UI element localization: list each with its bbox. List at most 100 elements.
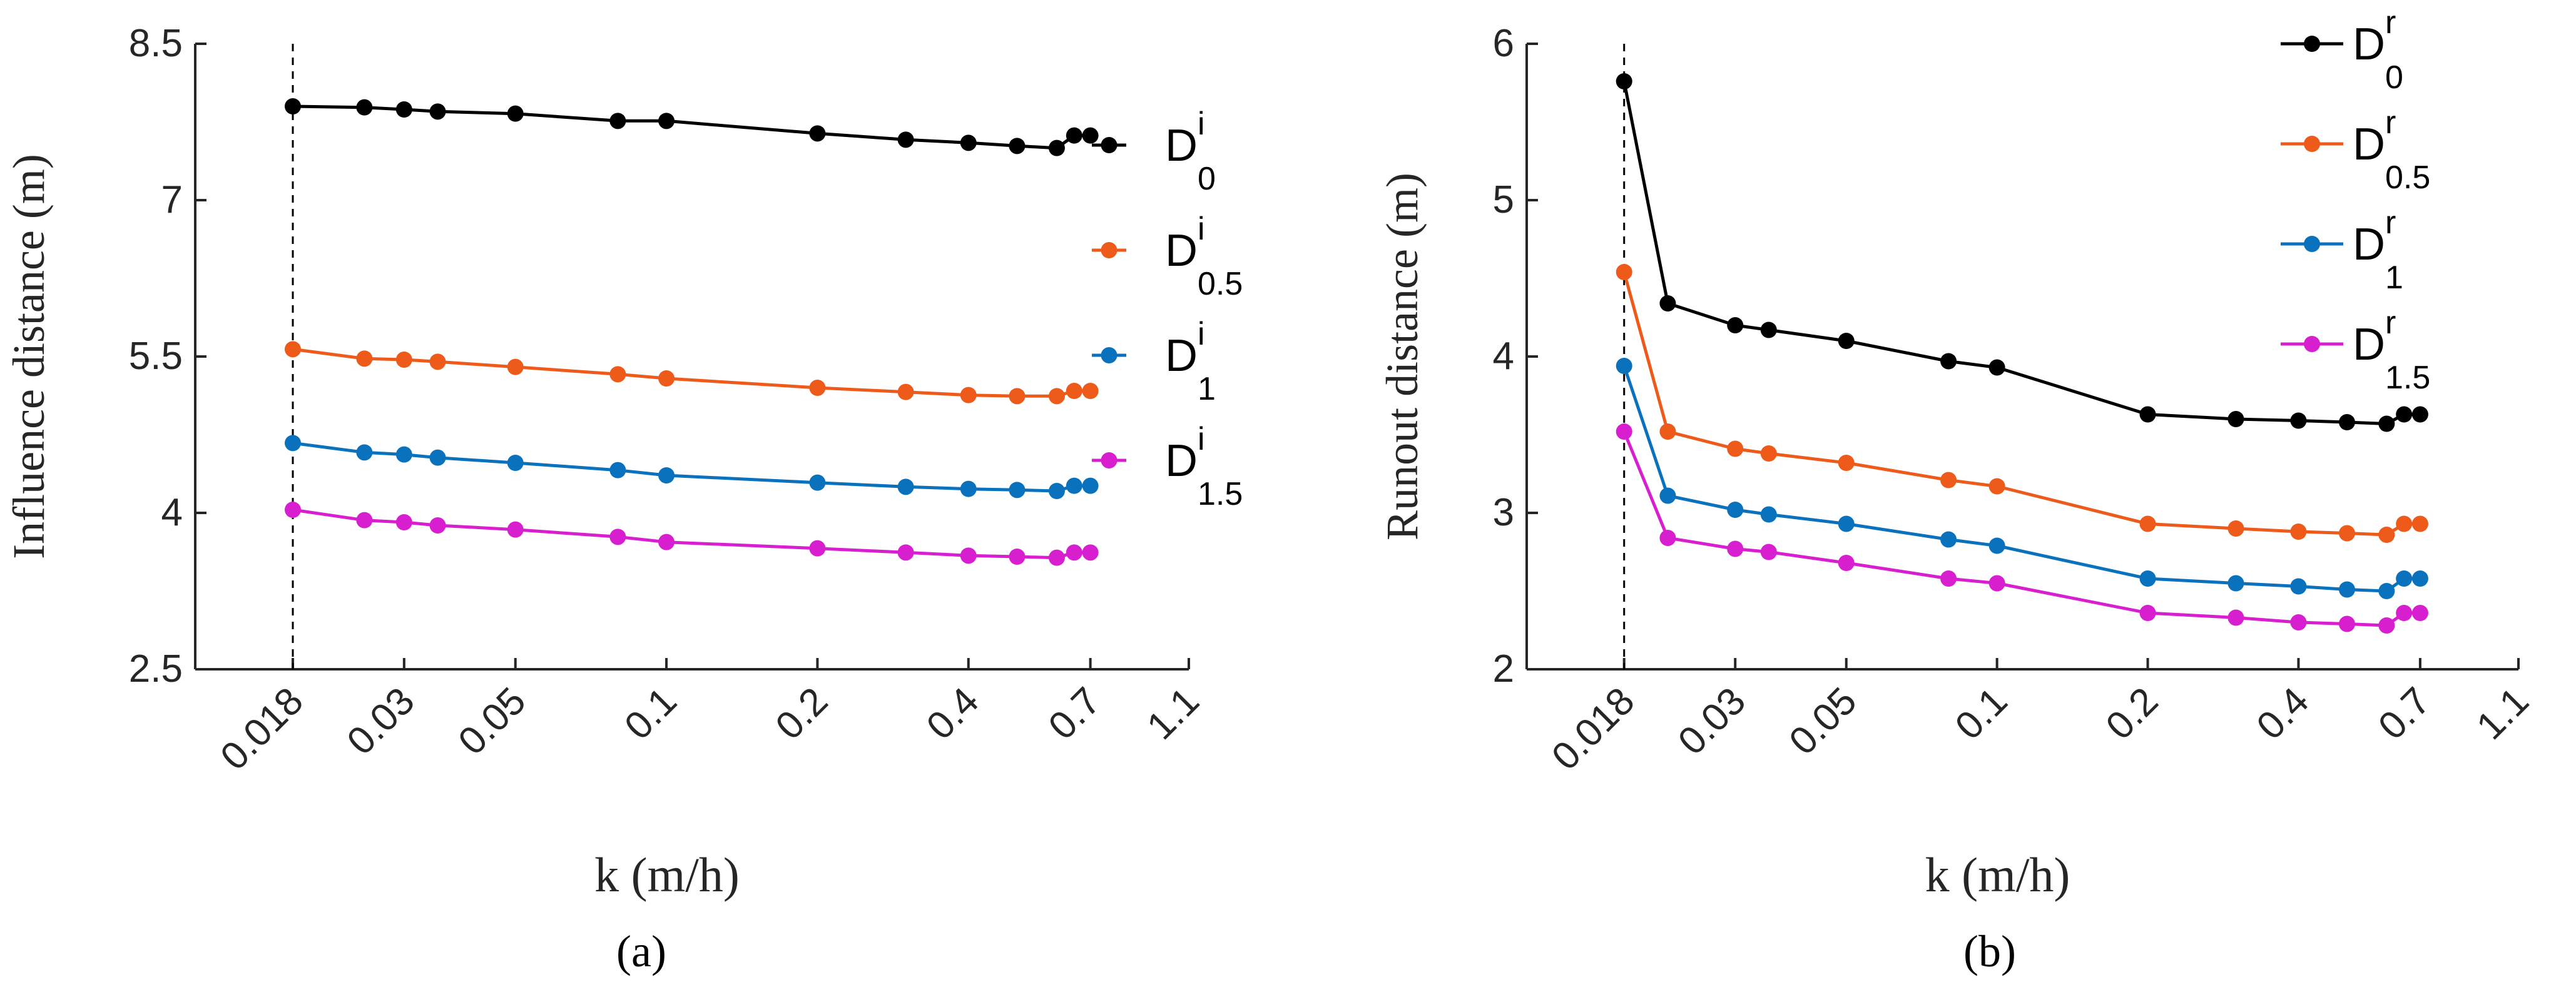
data-point-D0i [1009, 138, 1026, 154]
x-tick-label: 0.018 [212, 679, 312, 779]
data-point-D0i [658, 113, 675, 129]
data-point-D1r [2411, 570, 2428, 587]
legend-label-sup: r [2385, 4, 2396, 41]
legend-label-base: D [1165, 121, 1198, 171]
legend-label-D0r: Dr 0 [2353, 4, 2403, 96]
data-point-D0r [2290, 412, 2307, 429]
data-point-D1.5i [1009, 549, 1026, 565]
legend-label-base: D [1165, 331, 1198, 381]
data-point-D0.5i [1009, 388, 1026, 405]
x-tick-label: 0.03 [339, 679, 423, 763]
y-tick-label: 4 [1493, 335, 1514, 378]
data-point-D0i [897, 131, 914, 148]
data-point-D0.5r [1838, 455, 1855, 471]
data-point-D0r [1838, 333, 1855, 349]
series-line-D1r [1622, 365, 2420, 593]
data-point-D1.5i [960, 547, 977, 564]
data-point-D0.5i [507, 358, 524, 375]
data-point-D0.5r [1659, 423, 1676, 440]
data-point-D1i [356, 444, 373, 461]
data-point-D0.5r [2338, 525, 2355, 542]
data-point-D1.5i [897, 544, 914, 561]
data-point-D0i [395, 101, 412, 118]
data-point-D1i [1009, 482, 1026, 499]
legend-label-base: D [2353, 119, 2385, 170]
x-tick-label: 0.03 [1670, 679, 1754, 763]
data-point-D1.5r [1727, 540, 1744, 557]
x-axis-title: k (m/h) [1925, 848, 2070, 902]
data-point-D1.5i [609, 529, 626, 545]
data-point-D1.5r [2338, 615, 2355, 632]
legend-label-D1.5i: Di 1.5 [1165, 421, 1243, 512]
data-point-D1.5i [1082, 544, 1099, 561]
y-tick-label: 6 [1493, 22, 1514, 65]
legend-marker-D1i [1101, 347, 1117, 363]
panel-caption: (a) [616, 926, 666, 976]
data-point-D1i [897, 478, 914, 495]
y-tick-label: 4 [161, 491, 183, 534]
data-point-D0r [1760, 321, 1777, 338]
legend-label-sub: 1 [1198, 371, 1216, 407]
data-point-D0i [960, 134, 977, 151]
legend-label-sub: 1.5 [2385, 360, 2430, 396]
legend-label-base: D [2353, 220, 2385, 270]
data-point-D0.5i [1066, 383, 1082, 399]
data-point-D1.5r [1659, 530, 1676, 546]
data-point-D1.5r [2396, 605, 2413, 621]
series-line-D0r [1622, 81, 2420, 425]
data-point-D1r [2378, 583, 2395, 599]
data-point-D1r [1838, 515, 1855, 532]
legend-label-sup: i [1198, 316, 1205, 352]
data-point-D1.5r [2378, 617, 2395, 634]
x-tick-label: 0.1 [616, 679, 685, 748]
data-point-D1i [1082, 477, 1099, 494]
x-tick-label: 0.7 [2370, 679, 2439, 748]
data-point-D0.5r [1616, 264, 1632, 280]
data-point-D0i [1048, 139, 1065, 156]
legend-label-sup: r [2385, 104, 2396, 141]
data-point-D0i [284, 98, 301, 114]
legend-label-sub: 0.5 [2385, 159, 2430, 196]
data-point-D0.5i [1048, 388, 1065, 405]
data-point-D0.5r [1760, 445, 1777, 462]
legend-label-sub: 1.5 [1198, 476, 1243, 512]
legend-label-base: D [2353, 320, 2385, 370]
data-point-D0r [1659, 295, 1676, 311]
data-point-D0i [809, 125, 826, 142]
data-point-D0.5r [2396, 515, 2413, 532]
data-point-D0r [1727, 317, 1744, 333]
data-point-D1.5r [2227, 609, 2244, 626]
data-point-D0.5r [1988, 478, 2005, 495]
legend-marker-D0i [1101, 137, 1117, 153]
legend-label-D1i: Di 1 [1165, 316, 1216, 407]
y-tick-label: 8.5 [129, 22, 183, 65]
data-point-D0i [429, 103, 446, 120]
x-tick-label: 0.05 [451, 679, 534, 763]
data-point-D0.5i [1082, 383, 1099, 399]
data-point-D1.5r [1616, 423, 1632, 440]
data-point-D0.5i [809, 380, 826, 396]
data-point-D1r [1760, 506, 1777, 523]
legend-label-D0i: Di 0 [1165, 106, 1216, 197]
legend-label-D0.5i: Di 0.5 [1165, 211, 1243, 302]
data-point-D1r [1727, 502, 1744, 518]
data-point-D0r [2411, 406, 2428, 423]
legend-label-base: D [1165, 436, 1198, 486]
data-point-D1.5i [1066, 544, 1082, 561]
y-axis-title: Influence distance (m) [4, 154, 54, 559]
data-point-D1r [1940, 531, 1957, 548]
data-point-D0r [1988, 359, 2005, 376]
data-point-D1i [809, 474, 826, 491]
data-point-D0.5r [2411, 515, 2428, 532]
y-tick-label: 3 [1493, 491, 1514, 534]
legend-label-sup: r [2385, 305, 2396, 341]
x-tick-label: 0.1 [1947, 679, 2016, 748]
data-point-D1.5r [2290, 614, 2307, 630]
legend-label-sup: i [1198, 421, 1205, 457]
data-point-D1i [1048, 483, 1065, 499]
data-point-D0i [1066, 127, 1082, 144]
y-tick-label: 7 [161, 178, 183, 221]
data-point-D1i [960, 480, 977, 497]
